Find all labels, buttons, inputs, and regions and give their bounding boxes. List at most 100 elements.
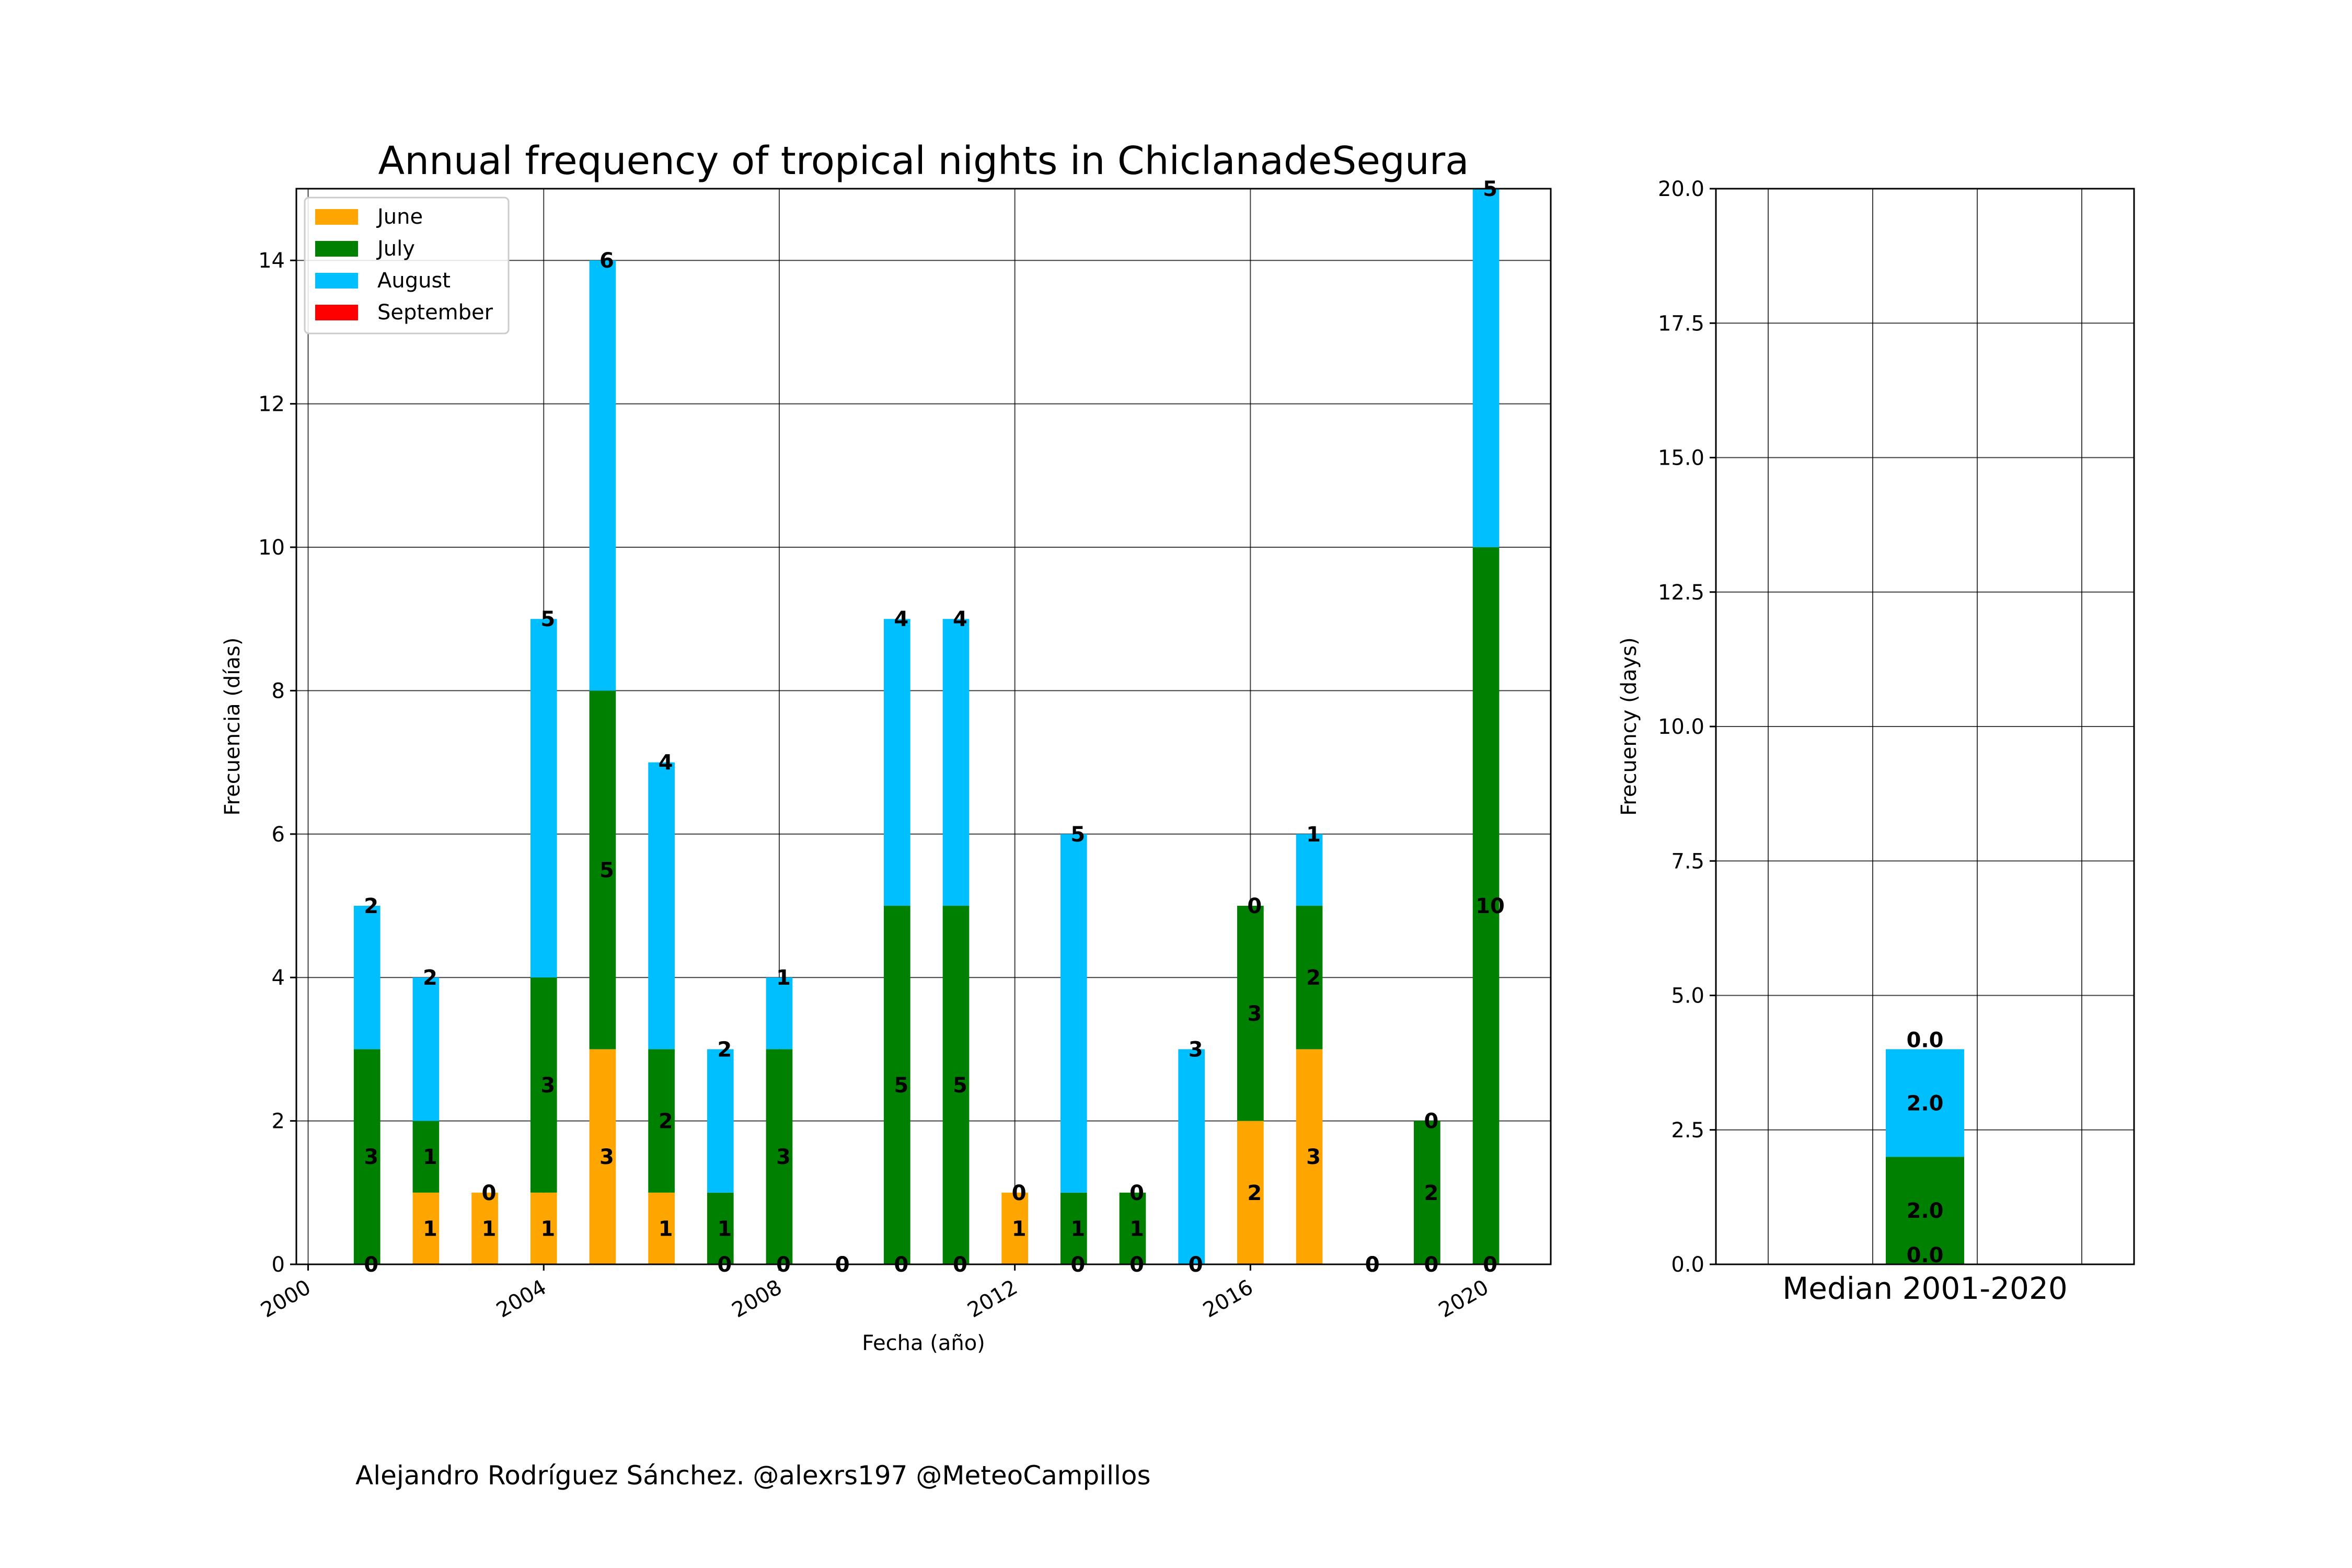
- bar-july-2007: [707, 1192, 734, 1264]
- bar-july-2001: [353, 1049, 381, 1264]
- main-bars: [353, 189, 1500, 1264]
- median-axis-ticks: 0.0 2.5 5.0 7.5 10.0 12.5 15.0 17.5 20.0: [1658, 177, 1716, 1277]
- bar-july-2005: [589, 690, 616, 1050]
- data-label-july-2014: 1: [1129, 1217, 1144, 1241]
- main-plot-frame: [295, 188, 1552, 1265]
- data-label-july-2010: 5: [894, 1074, 908, 1098]
- legend-frame: [304, 197, 510, 335]
- legend-swatch-august: [315, 273, 358, 289]
- bar-july-2019: [1414, 1121, 1440, 1264]
- bar-june-2012: [1001, 1192, 1028, 1264]
- data-label-august-2019: 0: [1424, 1110, 1438, 1134]
- data-label-july-2017: 2: [1306, 966, 1321, 990]
- median-y-axis-label: Frecuency (days): [1617, 637, 1641, 816]
- data-label-june-2002: 1: [423, 1217, 437, 1241]
- bar-july-2017: [1296, 906, 1323, 1050]
- legend-swatch-june: [315, 209, 358, 225]
- bar-june-2005: [589, 1049, 616, 1264]
- median-data-label-august: 2.0: [1907, 1091, 1944, 1115]
- median-y-tick-label: 15.0: [1658, 446, 1704, 470]
- bar-august-2010: [883, 619, 910, 906]
- data-label-august-2012: 0: [1012, 1181, 1027, 1205]
- data-label-july-2008: 3: [776, 1145, 791, 1169]
- legend-swatch-july: [315, 241, 358, 257]
- data-label-june-2012: 1: [1012, 1217, 1027, 1241]
- bar-august-2002: [412, 977, 440, 1121]
- main-y-tick-label: 0: [272, 1253, 285, 1277]
- data-label-june-2005: 3: [599, 1145, 614, 1169]
- main-y-tick-label: 10: [258, 536, 285, 560]
- bar-july-2020: [1472, 547, 1500, 1264]
- data-label-august-2015: 3: [1189, 1037, 1203, 1062]
- bar-august-2001: [353, 906, 381, 1050]
- data-label-june-2017: 3: [1306, 1145, 1321, 1169]
- data-label-august-2001: 2: [364, 894, 378, 918]
- main-x-tick-label: 2004: [492, 1275, 550, 1323]
- main-x-tick-label: 2016: [1199, 1275, 1257, 1323]
- data-label-august-2006: 4: [659, 751, 673, 775]
- data-label-june-2003: 1: [482, 1217, 497, 1241]
- median-y-tick-label: 2.5: [1671, 1119, 1704, 1143]
- data-label-july-2019: 2: [1424, 1181, 1438, 1205]
- data-label-june-2006: 1: [659, 1217, 673, 1241]
- legend-items: June July August September: [315, 205, 493, 325]
- median-category-label: Median 2001-2020: [1782, 1271, 2068, 1306]
- data-label-july-2005: 5: [599, 858, 614, 882]
- bar-july-2011: [942, 906, 970, 1264]
- data-label-july-2001: 3: [364, 1145, 378, 1169]
- main-x-tick-label: 2008: [728, 1275, 786, 1323]
- data-label-august-2016: 0: [1247, 894, 1262, 918]
- main-y-tick-label: 6: [272, 823, 285, 847]
- median-bars: [1886, 1049, 1964, 1264]
- bar-july-2006: [648, 1049, 675, 1193]
- data-label-august-2002: 2: [423, 966, 437, 990]
- data-label-august-2017: 1: [1306, 823, 1321, 847]
- data-label-july-2004: 3: [540, 1074, 555, 1098]
- median-y-tick-label: 17.5: [1658, 312, 1704, 336]
- data-label-august-2008: 1: [776, 966, 791, 990]
- legend-swatch-september: [315, 305, 358, 320]
- data-label-july-2012: 0: [1012, 1181, 1027, 1205]
- main-x-tick-label: 2012: [963, 1275, 1021, 1323]
- data-label-july-2007: 1: [717, 1217, 732, 1241]
- bar-july-2013: [1060, 1192, 1087, 1264]
- data-label-july-2006: 2: [659, 1110, 673, 1134]
- bar-july-2008: [766, 1049, 793, 1264]
- median-y-tick-label: 12.5: [1658, 581, 1704, 605]
- bar-august-2005: [589, 260, 616, 691]
- bar-july-2010: [883, 906, 910, 1264]
- median-y-tick-label: 5.0: [1671, 984, 1704, 1008]
- median-y-tick-label: 0.0: [1671, 1253, 1704, 1277]
- median-data-label-july: 2.0: [1907, 1199, 1944, 1223]
- legend-label-july: July: [376, 237, 415, 261]
- bar-june-2006: [648, 1192, 675, 1264]
- bar-august-2011: [942, 619, 970, 906]
- main-y-axis-label: Frecuencia (días): [221, 638, 245, 816]
- median-y-tick-label: 10.0: [1658, 715, 1704, 739]
- data-label-august-2014: 0: [1129, 1181, 1144, 1205]
- bar-august-2007: [707, 1049, 734, 1193]
- data-label-august-2005: 6: [599, 249, 614, 273]
- main-gridlines: [296, 189, 1551, 1265]
- bar-june-2002: [412, 1192, 440, 1264]
- median-y-tick-label: 20.0: [1658, 177, 1704, 201]
- legend: June July August September: [304, 197, 510, 335]
- legend-label-september: September: [377, 301, 493, 325]
- bar-august-2020: [1472, 189, 1500, 547]
- chart-title: Annual frequency of tropical nights in C…: [378, 139, 1469, 183]
- main-y-tick-label: 12: [258, 393, 285, 417]
- median-data-label-september: 0.0: [1907, 1028, 1944, 1052]
- bar-august-2017: [1296, 834, 1323, 906]
- main-x-tick-label: 2020: [1435, 1275, 1493, 1323]
- data-label-july-2016: 3: [1247, 1002, 1262, 1026]
- legend-label-june: June: [376, 205, 423, 229]
- bar-august-2004: [530, 619, 557, 978]
- data-label-june-2016: 2: [1247, 1181, 1262, 1205]
- bar-june-2016: [1237, 1121, 1264, 1264]
- median-bar-july: [1886, 1157, 1964, 1264]
- bar-july-2014: [1119, 1192, 1146, 1264]
- median-data-labels: 0.0 2.0 2.0 0.0: [1907, 1028, 1944, 1267]
- main-x-tick-label: 2000: [257, 1275, 315, 1323]
- credit-line: Alejandro Rodríguez Sánchez. @alexrs197 …: [355, 1460, 1151, 1491]
